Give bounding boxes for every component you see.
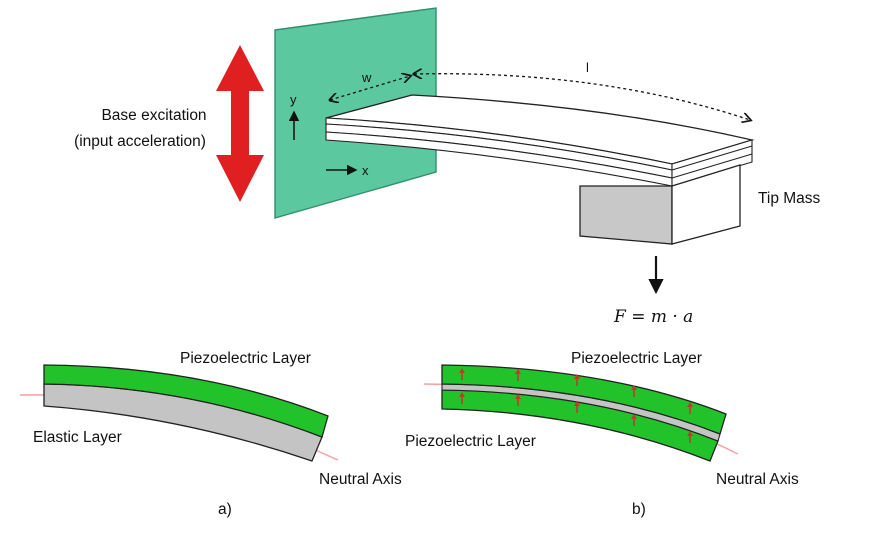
tip-mass-label: Tip Mass [758, 190, 821, 207]
panel-b-top-piezo-label: Piezoelectric Layer [571, 350, 702, 367]
panel-a-caption: a) [218, 501, 232, 518]
panel-b-bottom-piezo-label: Piezoelectric Layer [405, 433, 536, 450]
x-axis-label: x [362, 163, 369, 178]
length-dimension-arrow [414, 74, 750, 120]
force-formula: F = m · a [613, 307, 693, 327]
base-excitation-label-line1: Base excitation [101, 107, 206, 124]
piezo-layer-b-top [441, 364, 727, 435]
tip-mass [579, 164, 741, 245]
length-label: l [586, 60, 589, 75]
panel-a-neutral-axis-label: Neutral Axis [319, 471, 402, 488]
width-label: w [361, 70, 372, 85]
panel-a-elastic-label: Elastic Layer [33, 429, 122, 446]
excitation-arrow-icon [216, 45, 264, 202]
cantilever-beam [325, 94, 755, 187]
base-excitation-label-line2: (input acceleration) [74, 133, 206, 150]
panel-b-neutral-axis-label: Neutral Axis [716, 471, 799, 488]
piezo-layer-a [43, 364, 329, 438]
panel-b-bimorph [423, 364, 739, 462]
polarization-arrows-icon [459, 368, 693, 443]
panel-a-piezo-label: Piezoelectric Layer [180, 350, 311, 367]
width-dimension-arrow [330, 76, 410, 100]
panel-b-caption: b) [632, 501, 646, 518]
y-axis-label: y [290, 92, 297, 107]
panel-a-unimorph [19, 364, 339, 462]
